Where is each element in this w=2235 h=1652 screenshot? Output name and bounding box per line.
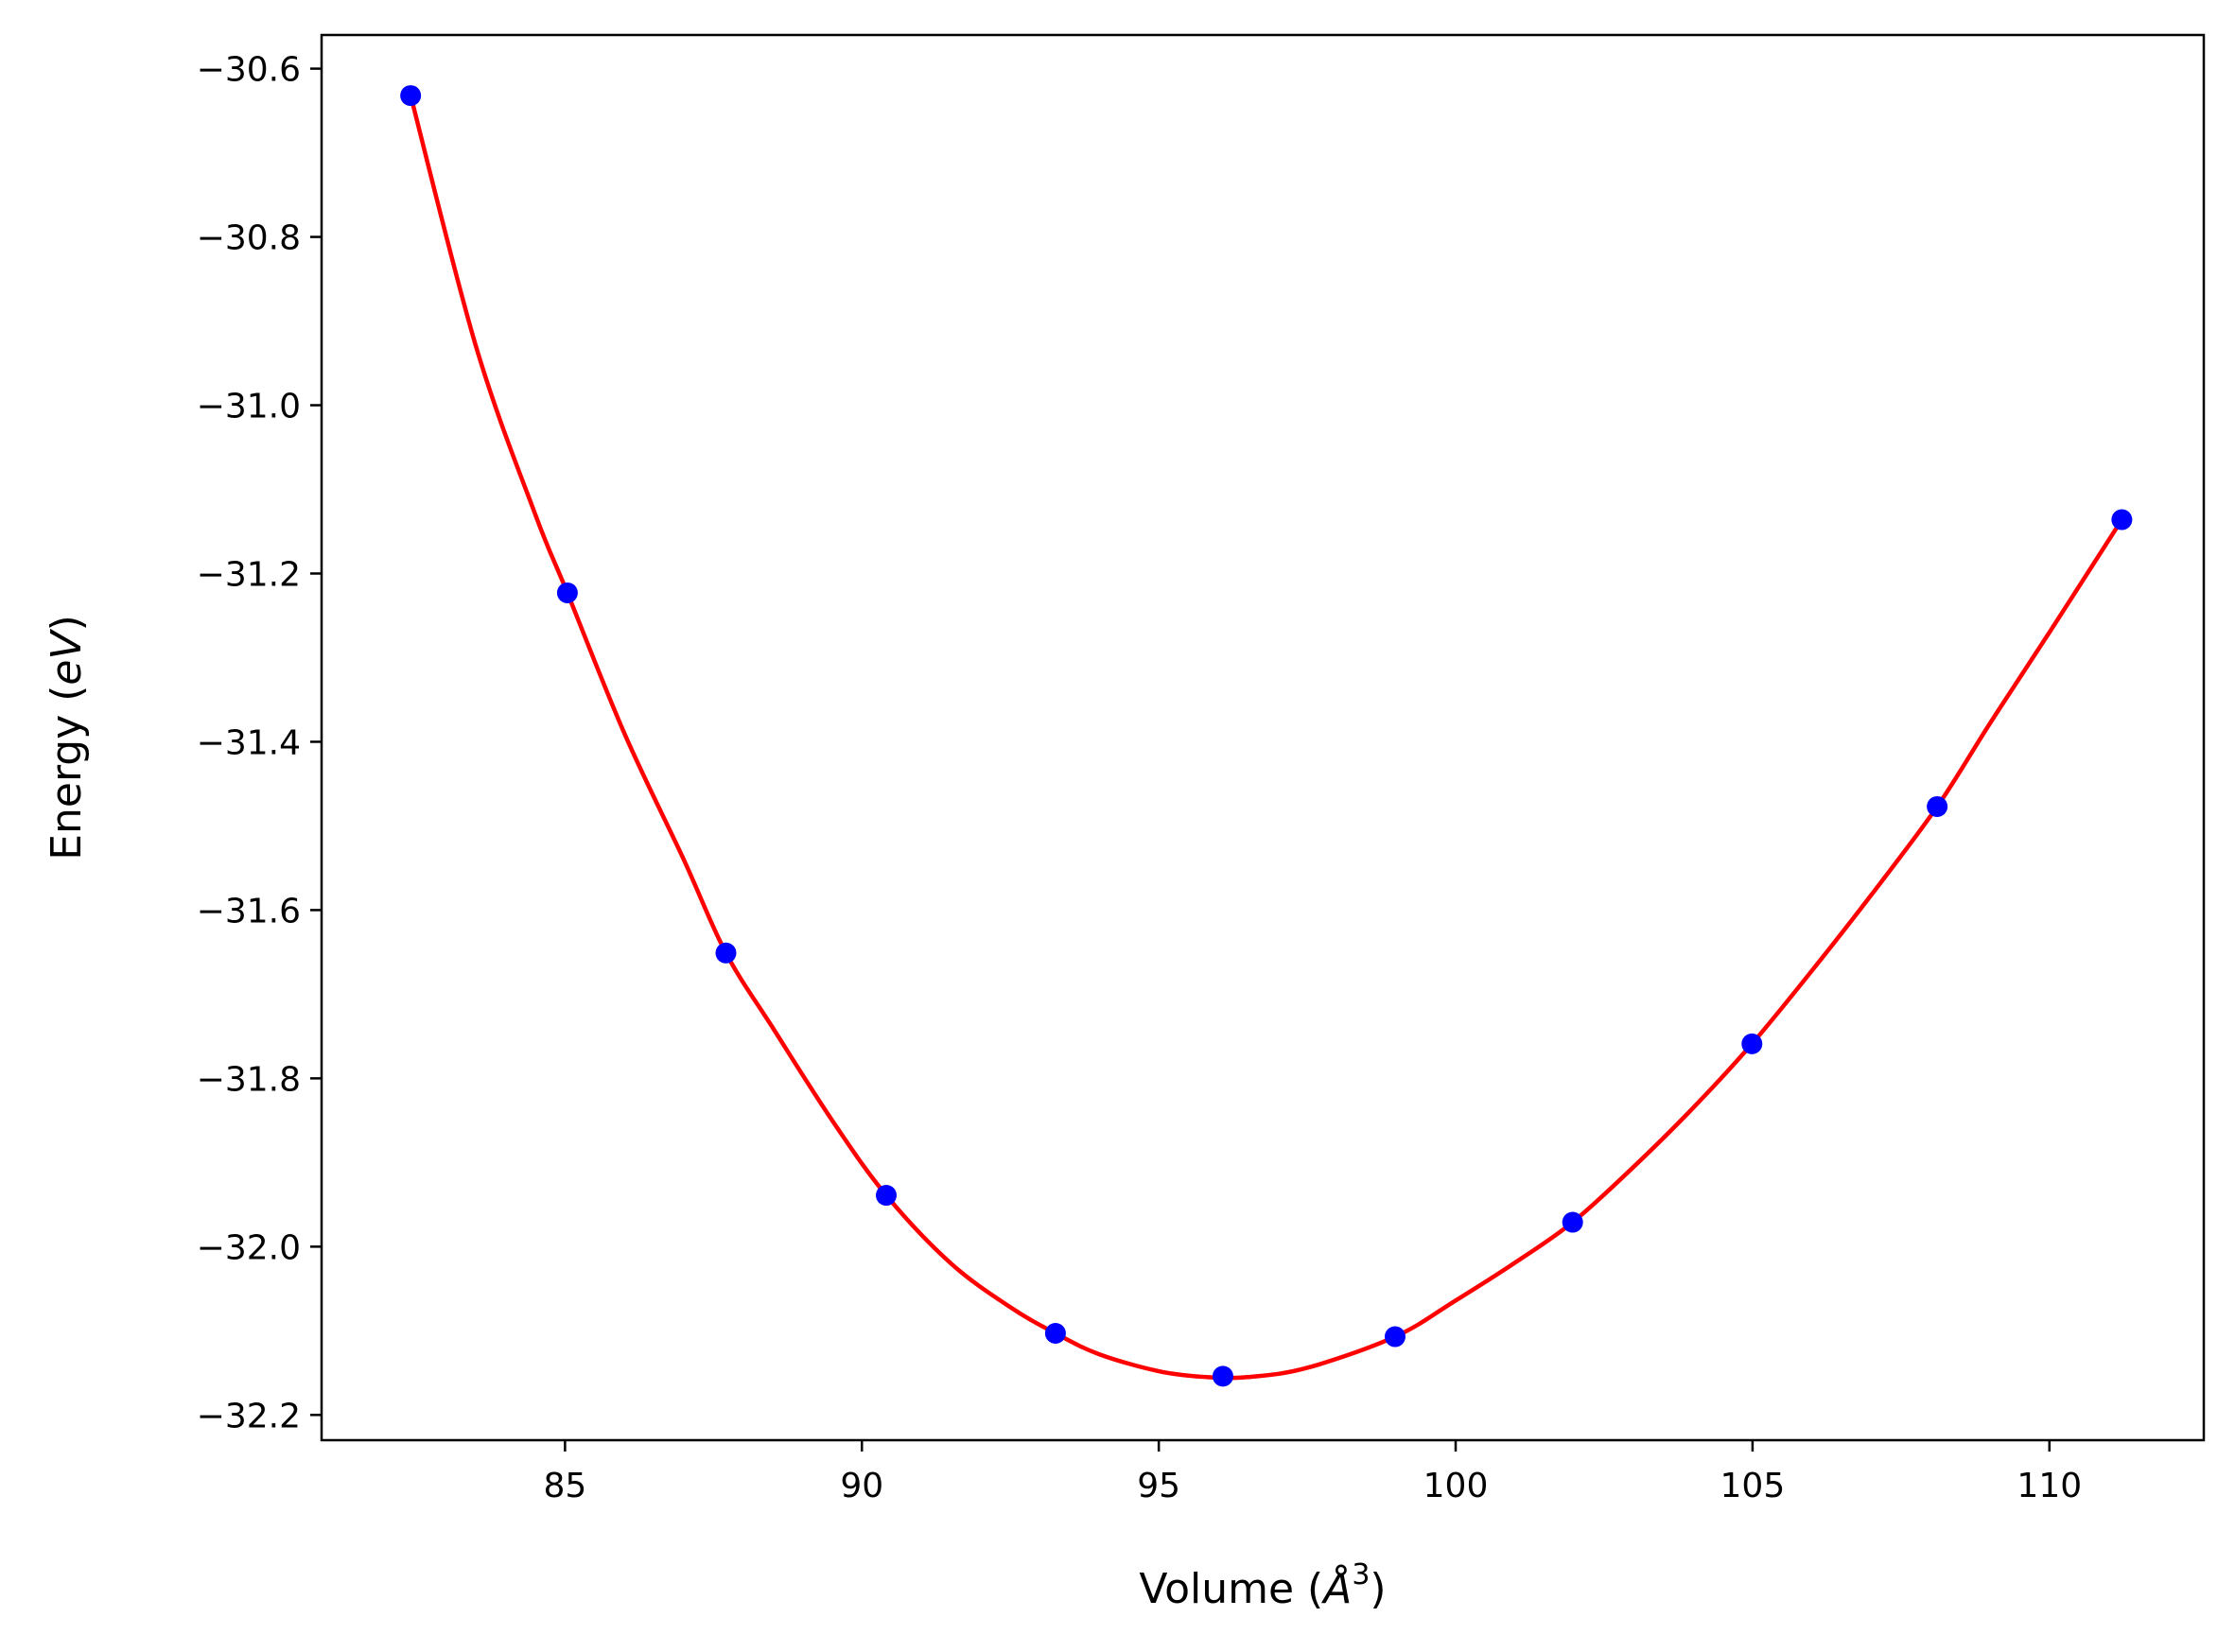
data-point [400,85,422,107]
data-point [2111,509,2133,530]
y-axis-label: Energy (eV) [43,615,91,861]
y-axis-label-prefix: Energy ( [43,686,91,861]
y-tick-label: −31.2 [197,555,301,594]
x-axis-label-superscript: 3 [1352,1558,1370,1591]
y-axis-label-unit: eV [43,629,91,686]
x-tick-label: 100 [1423,1467,1489,1505]
data-point [1044,1322,1066,1344]
x-tick-label: 95 [1137,1467,1180,1505]
x-axis-ticks: 85 90 95 100 105 110 [543,1440,2082,1505]
x-tick-label: 110 [2017,1467,2082,1505]
x-tick-label: 105 [1720,1467,1786,1505]
data-point [1384,1326,1406,1348]
y-axis-ticks: −30.6 −30.8 −31.0 −31.2 −31.4 −31.6 −31.8 −32.0… [197,51,322,1435]
fit-curve-layer [408,95,2124,1381]
y-tick-label: −30.8 [197,219,301,258]
data-point [1212,1365,1233,1387]
y-axis-label-suffix: ) [43,615,91,631]
x-tick-label: 90 [840,1467,883,1505]
x-axis-label-prefix: Volume ( [1139,1565,1323,1613]
data-point [1562,1211,1583,1233]
y-tick-label: −31.8 [197,1060,301,1099]
marker-layer [400,85,2133,1387]
y-tick-label: −32.0 [197,1228,301,1267]
x-axis-label-symbol: Å [1320,1563,1352,1613]
y-tick-label: −31.0 [197,388,301,426]
fit-curve-line [408,95,2124,1381]
y-tick-label: −31.4 [197,723,301,762]
data-point [1927,795,1948,817]
data-point [556,582,578,603]
data-point [876,1185,897,1207]
plot-area [322,35,2204,1440]
x-axis-label-suffix: ) [1370,1565,1386,1613]
y-tick-label: −31.6 [197,892,301,930]
data-point [1741,1033,1763,1054]
x-axis-label: Volume (Å3) [1139,1558,1386,1613]
x-tick-label: 85 [543,1467,586,1505]
axes-frame [320,33,2206,1442]
y-tick-label: −30.6 [197,51,301,90]
y-tick-label: −32.2 [197,1397,301,1435]
data-point [715,942,737,964]
